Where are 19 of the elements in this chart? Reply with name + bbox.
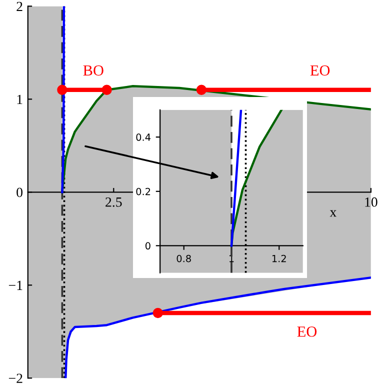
line-series <box>61 6 66 194</box>
x-tick-label: 0.8 <box>176 254 191 262</box>
y-tick-label: −1 <box>8 280 22 290</box>
x-axis-title: x <box>330 210 336 217</box>
y-tick-label: 0 <box>145 242 150 250</box>
y-tick-label: 2 <box>16 2 22 12</box>
series-label: EO <box>297 326 317 337</box>
x-tick-label: 1.2 <box>272 254 286 262</box>
x-tick-label: 10 <box>365 197 378 207</box>
y-tick-label: 1 <box>17 94 22 104</box>
y-tick-label: −2 <box>8 374 22 383</box>
y-tick-label: 0.4 <box>136 134 150 141</box>
line-series <box>64 276 371 378</box>
x-tick-label: 2.5 <box>106 197 122 207</box>
y-tick-label: 0.2 <box>136 188 150 196</box>
series-label: BO <box>83 65 104 76</box>
y-tick-label: 0 <box>16 188 22 198</box>
line-series <box>230 110 283 247</box>
series-label: EO <box>310 65 330 76</box>
